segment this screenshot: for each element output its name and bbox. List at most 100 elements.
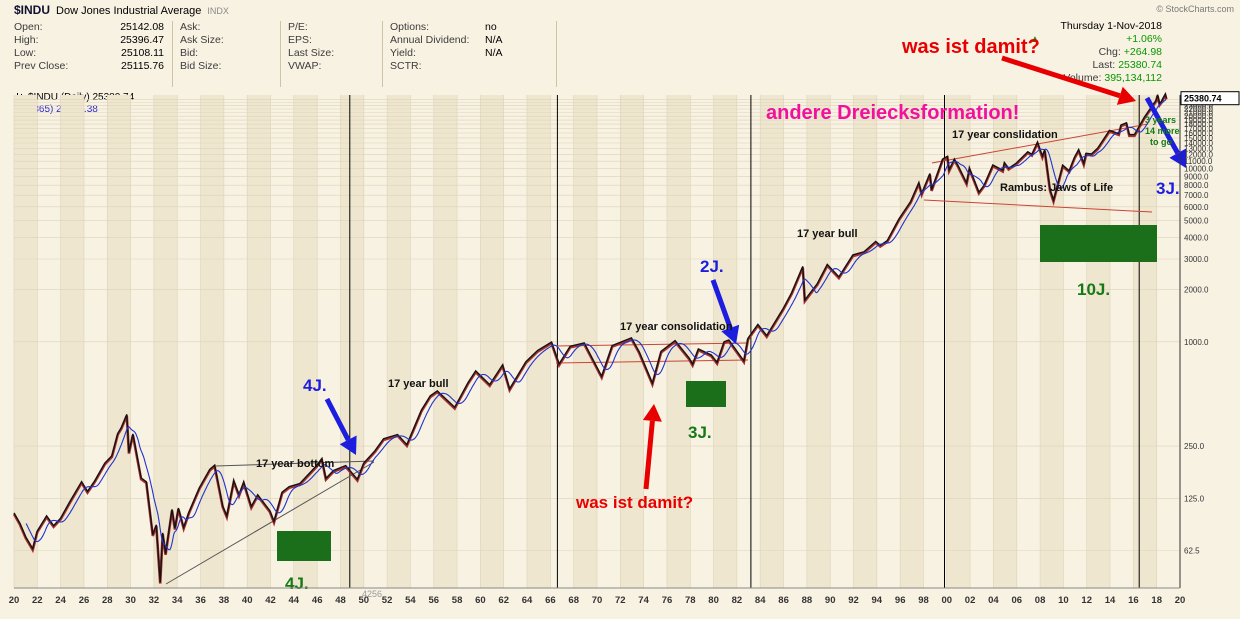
note-4256: 4256 [362,589,382,599]
x-axis-label: 84 [755,595,766,606]
x-axis-label: 48 [335,595,346,606]
x-axis-label: 02 [965,595,976,606]
quote-label: Last Size: [288,47,335,59]
quote-label: EPS: [288,34,312,46]
stockcharts-credit: © StockCharts.com [1156,4,1234,14]
y-axis-label: 5000.0 [1184,217,1209,226]
quote-divider [172,21,173,87]
quote-label: Yield: [390,47,416,59]
y-axis-label: 13000.0 [1184,145,1213,154]
quote-column-fundamentals: P/E: EPS: Last Size: VWAP: [288,21,376,73]
quote-label: VWAP: [288,60,322,72]
y-axis-label: 17000.0 [1184,124,1213,133]
x-axis-label: 96 [895,595,906,606]
y-axis-label: 15000.0 [1184,134,1213,143]
quote-label: Options: [390,21,430,33]
quote-column-ohlc: Open: 25142.08 High: 25396.47 Low: 25108.11… [14,21,164,73]
quote-label: High: [14,34,39,46]
y-axis-label: 125.0 [1184,494,1205,503]
quote-value: no [485,21,497,33]
x-axis-label: 68 [568,595,579,606]
x-axis-label: 92 [848,595,859,606]
x-axis-label: 86 [778,595,789,606]
x-axis-label: 40 [242,595,253,606]
quote-row: Last Size: [288,47,376,60]
quote-row: High: 25396.47 [14,34,164,47]
chart-header: $INDU Dow Jones Industrial Average INDX [14,3,229,17]
x-axis-label: 50 [359,595,370,606]
quote-row: VWAP: [288,60,376,73]
quote-row: Annual Dividend: N/A [390,34,550,47]
up-triangle-icon: ▲ [1030,34,1040,45]
last-price-label: 25380.74 [1184,94,1222,104]
x-axis-label: 72 [615,595,626,606]
quote-row: Bid Size: [180,60,272,73]
x-axis-label: 62 [498,595,509,606]
x-axis-label: 56 [429,595,440,606]
quote-label: Chg: [1098,46,1121,58]
y-axis-label: 14000.0 [1184,139,1213,148]
quote-label: Bid: [180,47,199,59]
x-axis-label: 00 [942,595,953,606]
y-axis-label: 10000.0 [1184,164,1213,173]
quote-row: Open: 25142.08 [14,21,164,34]
quote-date: Thursday 1-Nov-2018 [1060,20,1162,32]
x-axis-label: 44 [289,595,300,606]
x-axis-label: 52 [382,595,393,606]
quote-label: P/E: [288,21,308,33]
y-axis-label: 20000.0 [1184,112,1213,121]
quote-row: Ask Size: [180,34,272,47]
quote-divider [280,21,281,87]
y-axis-label: 22000.0 [1184,105,1213,114]
quote-row: Options: no [390,21,550,34]
x-axis-label: 06 [1012,595,1023,606]
quote-last-row: Last: 25380.74 [1030,59,1162,72]
x-axis-label: 90 [825,595,836,606]
quote-label: Bid Size: [180,60,222,72]
quote-label: Annual Dividend: [390,34,470,46]
x-axis-label: 24 [55,595,66,606]
quote-column-bid-ask: Ask: Ask Size: Bid: Bid Size: [180,21,272,73]
x-axis-label: 82 [732,595,743,606]
quote-chg-value: +264.98 [1123,46,1162,58]
quote-chg-row: Chg: +264.98 [1030,46,1162,59]
quote-label: Ask Size: [180,34,224,46]
x-axis-label: 42 [265,595,276,606]
quote-volume-row: Volume: 395,134,112 [1030,72,1162,85]
x-axis-label: 20 [1175,595,1186,606]
quote-value: N/A [485,47,503,59]
exchange-label: INDX [207,6,229,16]
y-axis-label: 19000.0 [1184,116,1213,125]
quote-column-misc: Options: no Annual Dividend: N/A Yield: N/A… [390,21,550,73]
y-axis-label: 23000.0 [1184,102,1213,111]
quote-summary-block: Thursday 1-Nov-2018 ▲ +1.06% Chg: +264.98 … [1030,20,1162,85]
quote-label: Volume: [1063,72,1102,84]
quote-label: SCTR: [390,60,422,72]
quote-row: Bid: [180,47,272,60]
quote-row: P/E: [288,21,376,34]
quote-divider [556,21,557,87]
last-price-box [1180,91,1240,106]
x-axis-label: 38 [219,595,230,606]
symbol-name: Dow Jones Industrial Average [56,5,202,17]
quote-volume-value: 395,134,112 [1104,72,1162,84]
quote-divider [382,21,383,87]
x-axis-label: 76 [662,595,673,606]
symbol: $INDU [14,3,51,17]
quote-value: 25142.08 [120,21,164,33]
y-axis-label: 9000.0 [1184,172,1209,181]
x-axis-label: 60 [475,595,486,606]
x-axis-label: 36 [195,595,206,606]
x-axis-label: 32 [149,595,160,606]
x-axis-label: 74 [638,595,649,606]
quote-last-value: 25380.74 [1118,59,1162,71]
quote-value: 25115.76 [120,60,164,72]
x-axis-label: 46 [312,595,323,606]
quote-row: Prev Close: 25115.76 [14,60,164,73]
quote-label: Ask: [180,21,201,33]
y-axis-label: 12000.0 [1184,151,1213,160]
x-axis-label: 04 [988,595,999,606]
y-axis-label: 2000.0 [1184,286,1209,295]
chart-plot-area[interactable] [14,95,1180,588]
